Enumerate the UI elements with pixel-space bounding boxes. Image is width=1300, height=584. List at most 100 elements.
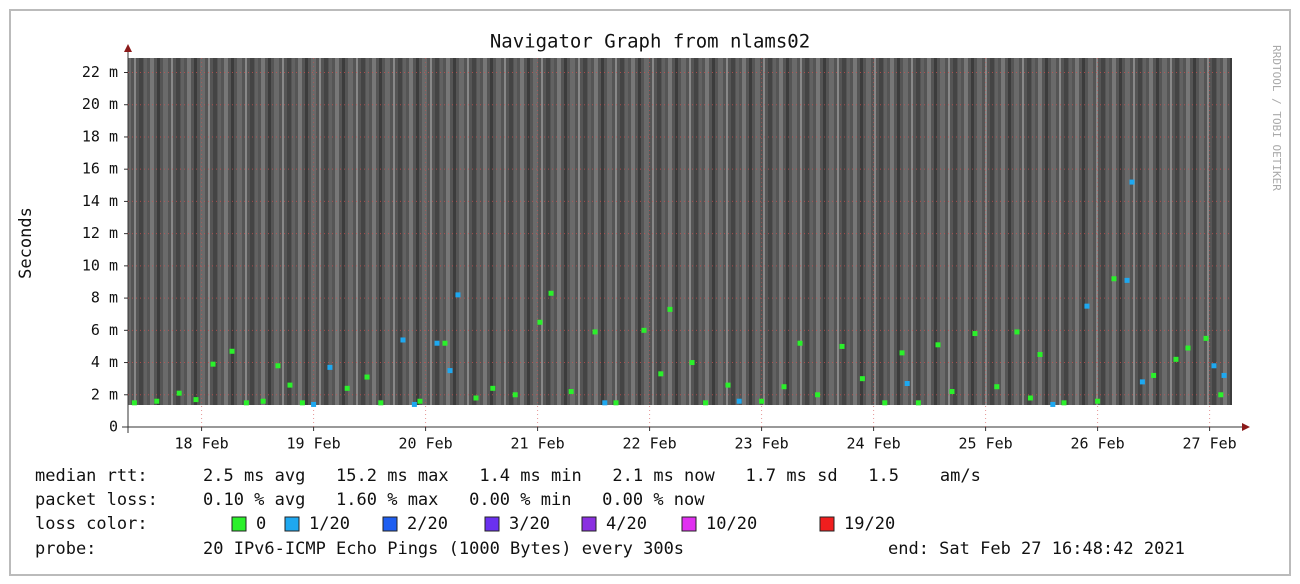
median-point xyxy=(899,350,905,356)
legend-entry: 2/20 xyxy=(407,514,448,534)
median-point xyxy=(972,331,978,337)
median-point xyxy=(411,401,417,407)
median-point xyxy=(1151,372,1157,378)
median-point xyxy=(287,382,293,388)
median-point xyxy=(703,400,709,406)
legend-swatch xyxy=(681,516,697,532)
median-point xyxy=(1129,179,1135,185)
median-point xyxy=(490,385,496,391)
median-point xyxy=(537,319,543,325)
median-point xyxy=(364,374,370,380)
stat-label: median rtt: xyxy=(35,466,148,486)
y-tick-label: 16 m xyxy=(82,160,118,178)
median-point xyxy=(447,368,453,374)
median-point xyxy=(400,337,406,343)
median-point xyxy=(1173,356,1179,362)
x-tick-label: 18 Feb xyxy=(174,435,228,453)
median-point xyxy=(455,292,461,298)
median-point xyxy=(613,400,619,406)
median-point xyxy=(759,398,765,404)
median-point xyxy=(904,380,910,386)
median-point xyxy=(1203,335,1209,341)
median-point xyxy=(602,400,608,406)
median-point xyxy=(131,400,137,406)
median-point xyxy=(781,384,787,390)
legend-swatch xyxy=(382,516,398,532)
median-point xyxy=(275,363,281,369)
y-tick-label: 6 m xyxy=(91,321,118,339)
median-point xyxy=(797,340,803,346)
median-point xyxy=(1111,276,1117,282)
median-point xyxy=(154,398,160,404)
median-point xyxy=(1050,401,1056,407)
median-point xyxy=(1185,345,1191,351)
median-point xyxy=(935,342,941,348)
median-point xyxy=(1027,395,1033,401)
legend-swatch xyxy=(819,516,835,532)
median-point xyxy=(1014,329,1020,335)
x-tick-label: 26 Feb xyxy=(1071,435,1125,453)
legend-entry: 4/20 xyxy=(606,514,647,534)
median-point xyxy=(1095,398,1101,404)
median-point xyxy=(994,384,1000,390)
x-tick-label: 25 Feb xyxy=(959,435,1013,453)
end-time: end: Sat Feb 27 16:48:42 2021 xyxy=(888,539,1185,559)
stat-label: packet loss: xyxy=(35,490,158,510)
side-text: RRDTOOL / TOBI OETIKER xyxy=(1270,45,1283,191)
median-point xyxy=(568,389,574,395)
median-point xyxy=(725,382,731,388)
y-tick-label: 20 m xyxy=(82,95,118,113)
median-point xyxy=(299,400,305,406)
y-tick-label: 12 m xyxy=(82,224,118,242)
median-point xyxy=(417,398,423,404)
x-tick-label: 19 Feb xyxy=(286,435,340,453)
median-point xyxy=(512,392,518,398)
median-point xyxy=(815,392,821,398)
x-tick-label: 22 Feb xyxy=(622,435,676,453)
y-tick-label: 22 m xyxy=(82,63,118,81)
legend-swatch xyxy=(581,516,597,532)
y-axis-label: Seconds xyxy=(16,207,36,279)
probe: 20 IPv6-ICMP Echo Pings (1000 Bytes) eve… xyxy=(203,539,684,559)
median-point xyxy=(592,329,598,335)
median-point xyxy=(243,400,249,406)
median-point xyxy=(859,376,865,382)
median-point xyxy=(949,389,955,395)
legend-swatch xyxy=(284,516,300,532)
median-point xyxy=(839,343,845,349)
legend-entry: 10/20 xyxy=(706,514,757,534)
median-point xyxy=(1221,372,1227,378)
median-point xyxy=(882,400,888,406)
legend-entry: 19/20 xyxy=(844,514,895,534)
y-tick-label: 2 m xyxy=(91,385,118,403)
chart-title: Navigator Graph from nlams02 xyxy=(490,31,810,53)
median-point xyxy=(311,401,317,407)
median-point xyxy=(327,364,333,370)
median-point xyxy=(260,398,266,404)
median-point xyxy=(210,361,216,367)
median-point xyxy=(473,395,479,401)
x-tick-label: 27 Feb xyxy=(1183,435,1237,453)
median-point xyxy=(229,348,235,354)
stat-text: 2.5 ms avg 15.2 ms max 1.4 ms min 2.1 ms… xyxy=(203,466,981,486)
median-point xyxy=(1218,392,1224,398)
stat-text: 0.10 % avg 1.60 % max 0.00 % min 0.00 % … xyxy=(203,490,705,510)
legend-entry: 0 xyxy=(256,514,266,534)
x-arrow xyxy=(1242,423,1250,431)
median-point xyxy=(442,340,448,346)
probe-label: probe: xyxy=(35,539,96,559)
legend-label: loss color: xyxy=(35,514,148,534)
median-point xyxy=(548,290,554,296)
median-point xyxy=(689,360,695,366)
legend-entry: 3/20 xyxy=(509,514,550,534)
median-point xyxy=(667,306,673,312)
median-point xyxy=(344,385,350,391)
x-tick-label: 24 Feb xyxy=(847,435,901,453)
legend-entry: 1/20 xyxy=(309,514,350,534)
smoke xyxy=(128,58,1232,405)
y-tick-label: 18 m xyxy=(82,127,118,145)
median-point xyxy=(434,340,440,346)
median-point xyxy=(641,327,647,333)
x-tick-label: 23 Feb xyxy=(734,435,788,453)
